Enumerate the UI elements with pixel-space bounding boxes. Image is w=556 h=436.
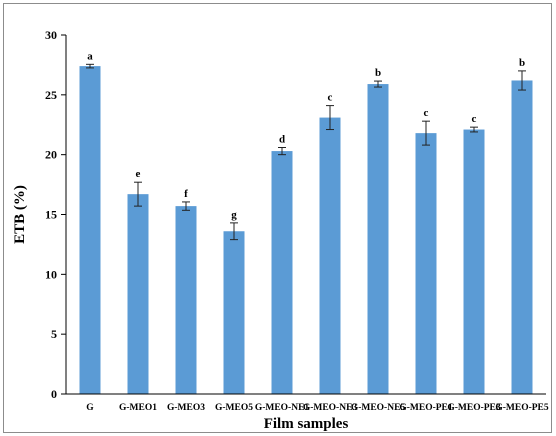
bar-chart: 0 5 10 15 20 25 30 a e f g d c b c c b G G-MEO1 G-MEO3 G-M…: [12, 28, 549, 432]
x-tick-label: G-MEO-NE1: [255, 403, 310, 413]
x-tick-label: G-MEO-PE5: [495, 403, 549, 413]
significance-letter: d: [279, 133, 285, 145]
x-tick-label: G-MEO-NE5: [351, 403, 406, 413]
bar: [271, 151, 293, 394]
x-tick-label: G-MEO-PE1: [399, 403, 453, 413]
significance-letter: b: [519, 57, 525, 69]
bar: [79, 66, 101, 394]
y-tick-label: 5: [51, 327, 57, 341]
x-tick-label: G-MEO1: [119, 403, 157, 413]
x-tick-label: G-MEO-PE3: [447, 403, 501, 413]
bar: [463, 129, 485, 394]
y-tick-label: 0: [51, 387, 57, 401]
x-axis: G G-MEO1 G-MEO3 G-MEO5 G-MEO-NE1G-MEO-NE3G-M…: [66, 393, 549, 413]
bar: [127, 194, 149, 394]
chart-frame: 0 5 10 15 20 25 30 a e f g d c b c c b G G-MEO1 G-MEO3 G-M…: [3, 3, 552, 433]
y-tick-label: 20: [45, 148, 57, 162]
significance-letter: a: [87, 50, 93, 62]
x-tick-label: G-MEO-NE3: [303, 403, 358, 413]
bar: [367, 84, 389, 395]
y-tick-label: 10: [45, 267, 57, 281]
y-axis: 0 5 10 15 20 25 30: [45, 28, 67, 401]
bar: [175, 206, 197, 394]
significance-letter: c: [328, 92, 333, 104]
bar: [223, 231, 245, 394]
y-tick-label: 25: [45, 88, 57, 102]
x-tick-label: G-MEO3: [167, 403, 205, 413]
significance-letter: g: [231, 209, 237, 221]
y-tick-label: 30: [45, 28, 57, 42]
significance-letter: c: [424, 107, 429, 119]
bar: [511, 80, 533, 395]
y-tick-label: 15: [45, 208, 57, 222]
y-axis-title: ETB (%): [12, 185, 28, 244]
significance-letter: e: [136, 168, 141, 180]
bars: a e f g d c b c c b: [79, 50, 533, 395]
bar: [319, 117, 341, 394]
significance-letter: f: [184, 188, 188, 200]
x-tick-label: G-MEO5: [215, 403, 253, 413]
significance-letter: b: [375, 67, 381, 79]
x-axis-title: Film samples: [264, 416, 349, 432]
x-tick-label: G: [86, 403, 94, 413]
significance-letter: c: [472, 113, 477, 125]
bar: [415, 133, 437, 395]
